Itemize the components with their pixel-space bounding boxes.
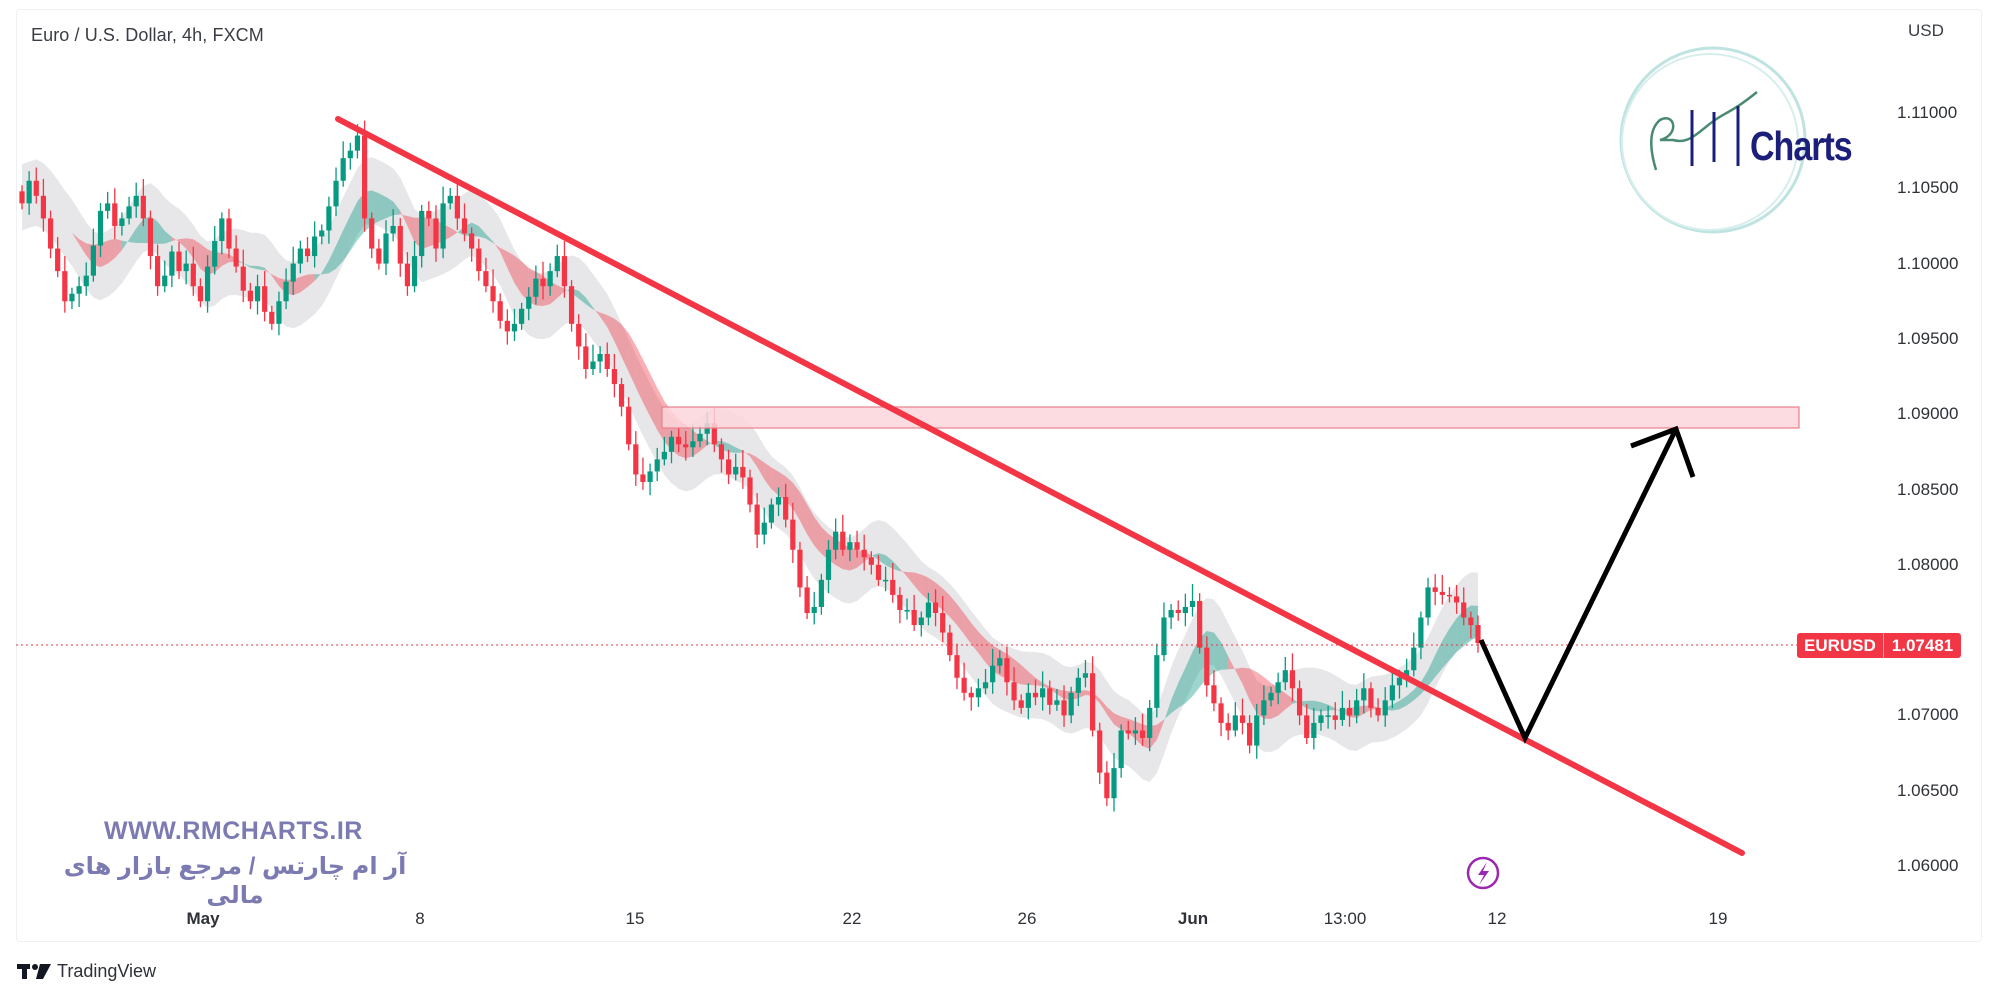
price-tick: 1.10000 xyxy=(1897,253,1959,273)
price-tick: 1.06000 xyxy=(1897,856,1959,875)
price-tick: 1.09000 xyxy=(1897,404,1959,424)
last-price-badge: EURUSD 1.07481 xyxy=(1797,633,1962,658)
price-tick: 1.08000 xyxy=(1897,554,1959,574)
price-tick: 1.10500 xyxy=(1897,178,1959,198)
rm-charts-logo xyxy=(1619,46,1807,234)
time-tick: 12 xyxy=(1487,909,1507,928)
logo-text: Charts xyxy=(1750,124,1853,170)
tradingview-brand[interactable]: TradingView xyxy=(17,961,156,982)
resistance-zone[interactable] xyxy=(661,406,1800,429)
ma-ribbon xyxy=(22,157,1478,782)
tradingview-logo-icon xyxy=(17,964,51,979)
price-tick: 1.07000 xyxy=(1897,705,1959,725)
price-tick: 1.09500 xyxy=(1897,328,1959,348)
price-tick: 1.08500 xyxy=(1897,479,1959,499)
arrow-head-icon xyxy=(1630,425,1696,478)
time-tick: 19 xyxy=(1708,909,1728,928)
symbol-label: EURUSD xyxy=(1797,633,1884,658)
time-tick: Jun xyxy=(1177,909,1209,928)
price-tick: 1.06500 xyxy=(1897,780,1959,800)
last-price-value: 1.07481 xyxy=(1891,635,1954,655)
time-tick: May xyxy=(186,909,220,928)
candles xyxy=(19,120,1481,812)
price-tick: 1.11000 xyxy=(1897,103,1958,122)
time-tick: 13:00 xyxy=(1323,909,1367,928)
chart-title: Euro / U.S. Dollar, 4h, FXCM xyxy=(31,25,264,45)
trendline[interactable] xyxy=(335,116,1745,856)
lightning-icon[interactable] xyxy=(1466,856,1500,890)
currency-label: USD xyxy=(1908,21,1944,40)
time-tick: 8 xyxy=(415,909,425,928)
time-tick: 22 xyxy=(842,909,862,928)
projection-arrow[interactable] xyxy=(1478,427,1679,744)
watermark-url: WWW.RMCHARTS.IR xyxy=(104,817,363,845)
time-tick: 26 xyxy=(1017,909,1037,928)
time-tick: 15 xyxy=(625,909,645,928)
tradingview-label: TradingView xyxy=(57,961,157,981)
watermark-tagline: آر ام چارتس / مرجع بازار های مالی xyxy=(63,853,407,909)
